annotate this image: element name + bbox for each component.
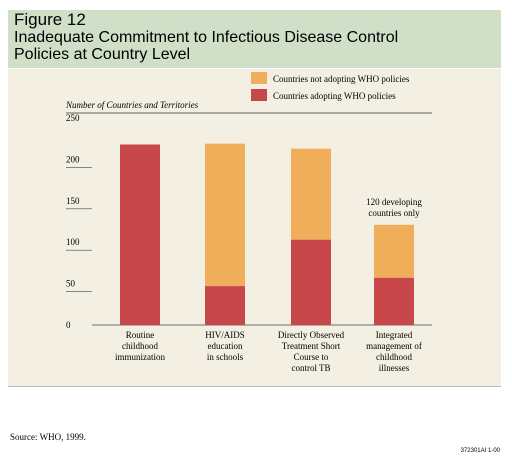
bar-adopting: [374, 277, 414, 325]
figure-code: 372301AI 1-00: [460, 448, 500, 454]
x-category-label: immunization: [115, 352, 165, 362]
y-tick-label: 0: [66, 320, 71, 330]
x-category-label: in schools: [207, 352, 244, 362]
x-category-label: Directly Observed: [278, 330, 345, 340]
x-category-label: Treatment Short: [282, 341, 341, 351]
legend-label-1: Countries adopting WHO policies: [273, 91, 396, 101]
y-tick-label: 50: [66, 279, 76, 289]
x-category-label: illnesses: [379, 363, 410, 373]
x-category-label: control TB: [291, 363, 330, 373]
y-tick-label: 150: [66, 196, 80, 206]
y-axis-title: Number of Countries and Territories: [65, 100, 199, 110]
x-category-label: childhood: [376, 352, 412, 362]
figure-label: Figure 12: [14, 10, 86, 29]
bar-adopting: [291, 239, 331, 325]
title-band: [8, 10, 501, 68]
legend-swatch-0: [251, 72, 267, 84]
x-category-label: management of: [366, 341, 422, 351]
x-category-label: Course to: [294, 352, 329, 362]
x-category-label: HIV/AIDS: [205, 330, 245, 340]
legend-label-0: Countries not adopting WHO policies: [273, 74, 410, 84]
y-tick-label: 100: [66, 237, 80, 247]
x-category-label: education: [208, 341, 243, 351]
chart-panel: [8, 69, 501, 386]
x-category-label: Routine: [126, 330, 155, 340]
x-category-label: Integrated: [376, 330, 413, 340]
bar-not-adopting: [374, 224, 414, 278]
bar-adopting: [205, 286, 245, 325]
footer-divider: [8, 386, 501, 387]
legend-swatch-1: [251, 89, 267, 101]
bar-not-adopting: [205, 143, 245, 287]
bar-not-adopting: [291, 148, 331, 240]
bar-adopting: [120, 144, 160, 325]
y-tick-label: 250: [66, 113, 80, 123]
bar-annotation: 120 developing: [366, 197, 422, 207]
bar-annotation: countries only: [368, 208, 420, 218]
y-tick-label: 200: [66, 154, 80, 164]
figure-title: Inadequate Commitment to Infectious Dise…: [14, 29, 399, 63]
source-note: Source: WHO, 1999.: [10, 432, 86, 442]
x-category-label: childhood: [122, 341, 158, 351]
